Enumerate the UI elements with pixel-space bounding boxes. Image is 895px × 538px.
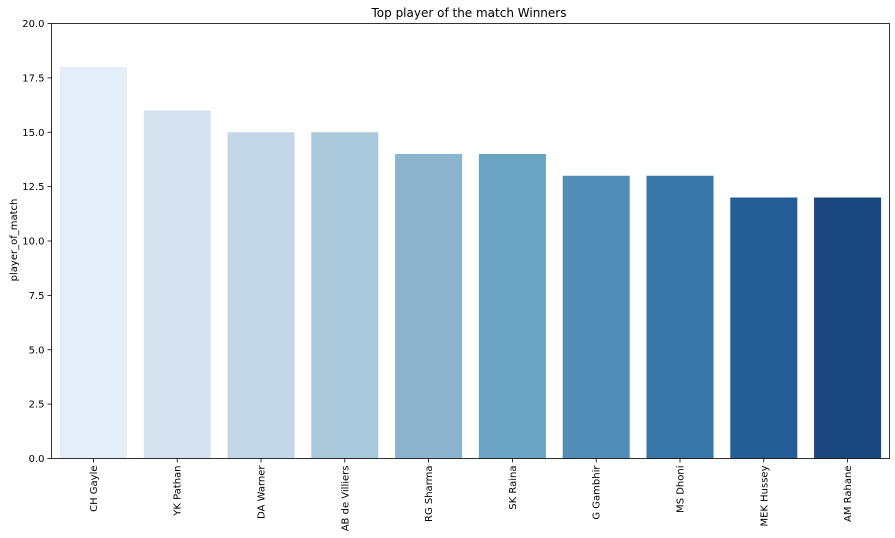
- x-tick-label-6: G Gambhir: [592, 465, 603, 520]
- x-tick-label-8: MEK Hussey: [759, 465, 770, 526]
- x-tick-label-3: AB de Villiers: [340, 466, 351, 532]
- x-tick-label-5: SK Raina: [508, 466, 519, 510]
- y-tick-label-1: 2.5: [29, 400, 45, 411]
- x-tick-label-9: AM Rahane: [843, 466, 854, 522]
- y-ticks-group: 0.0 2.5 5.0 7.5 10.0 12.5 15.0 17.5 20.0: [22, 19, 52, 465]
- bar-5: [478, 154, 546, 459]
- y-tick-label-0: 0.0: [29, 454, 45, 465]
- y-axis-label: player_of_match: [9, 199, 20, 282]
- bars-group: [59, 67, 882, 459]
- y-tick-label-2: 5.0: [29, 345, 45, 356]
- x-ticks-group: CH Gayle YK Pathan DA Warner AB de Villiers…: [89, 458, 854, 532]
- bar-3: [311, 132, 379, 459]
- y-tick-label-6: 15.0: [22, 128, 44, 139]
- x-tick-label-0: CH Gayle: [89, 466, 100, 512]
- y-tick-label-3: 7.5: [29, 291, 45, 302]
- y-tick-label-7: 17.5: [22, 73, 44, 84]
- chart-title: Top player of the match Winners: [371, 6, 567, 20]
- bar-0: [59, 67, 127, 459]
- bar-8: [730, 197, 798, 459]
- bar-1: [143, 110, 211, 459]
- y-tick-label-5: 12.5: [22, 182, 44, 193]
- x-tick-label-7: MS Dhoni: [676, 466, 687, 513]
- bar-2: [227, 132, 295, 459]
- bar-4: [395, 154, 463, 459]
- x-tick-label-4: RG Sharma: [424, 466, 435, 523]
- y-tick-label-8: 20.0: [22, 19, 44, 30]
- x-tick-label-1: YK Pathan: [173, 466, 184, 517]
- x-tick-label-2: DA Warner: [257, 465, 268, 519]
- bar-9: [814, 197, 882, 459]
- plot-frame: [51, 23, 890, 459]
- bar-6: [562, 175, 630, 459]
- y-tick-label-4: 10.0: [22, 237, 44, 248]
- bar-7: [646, 175, 714, 459]
